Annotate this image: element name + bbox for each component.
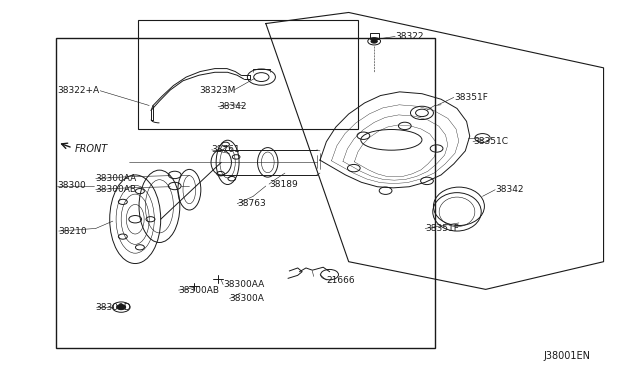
Text: 38300: 38300 <box>58 182 86 190</box>
Circle shape <box>116 305 125 310</box>
Text: 38300AB: 38300AB <box>96 185 137 194</box>
Text: 38342: 38342 <box>495 185 524 194</box>
Bar <box>56 38 435 349</box>
Text: 38300AA: 38300AA <box>96 174 137 183</box>
Text: 38189: 38189 <box>269 180 298 189</box>
Text: 38351F: 38351F <box>454 93 488 102</box>
Text: 38761: 38761 <box>212 145 241 154</box>
Text: 38322+A: 38322+A <box>58 86 100 95</box>
Text: J38001EN: J38001EN <box>543 351 590 361</box>
Text: 38351F: 38351F <box>425 224 459 233</box>
Bar <box>370 33 379 39</box>
Text: 21666: 21666 <box>326 276 355 285</box>
Circle shape <box>129 215 141 223</box>
Circle shape <box>371 39 378 43</box>
Bar <box>138 20 358 129</box>
Text: 38300A: 38300A <box>230 294 264 303</box>
Text: 38342: 38342 <box>218 102 246 111</box>
Text: 38300AA: 38300AA <box>223 280 264 289</box>
Text: 38300D: 38300D <box>96 302 131 312</box>
Text: FRONT: FRONT <box>75 144 108 154</box>
Text: 38210: 38210 <box>59 227 88 235</box>
Text: 38323M: 38323M <box>199 86 236 94</box>
Text: 38322: 38322 <box>395 32 424 41</box>
Text: 38300AB: 38300AB <box>179 286 220 295</box>
Text: 38351C: 38351C <box>473 137 508 146</box>
Text: 38763: 38763 <box>237 199 266 208</box>
